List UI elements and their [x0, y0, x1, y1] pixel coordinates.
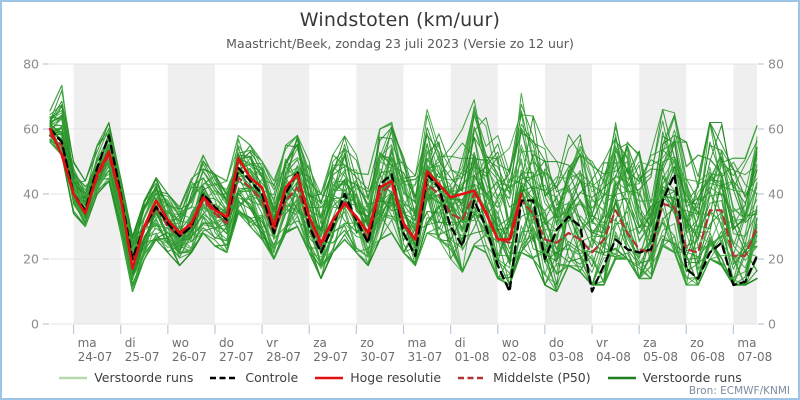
y-tick-label-right: 80 [768, 57, 784, 72]
ensemble-member-line [49, 127, 758, 286]
x-tick-date: 27-07 [219, 350, 254, 364]
x-tick-date: 31-07 [408, 350, 443, 364]
x-tick-date: 01-08 [455, 350, 490, 364]
ensemble-member-line [49, 114, 758, 256]
legend-swatch [210, 376, 239, 379]
x-tick-day: zo [690, 336, 704, 350]
y-tick-label-right: 0 [768, 317, 776, 332]
y-tick-label-right: 40 [768, 187, 784, 202]
y-tick-label-left: 40 [23, 187, 39, 202]
legend-label: Controle [245, 370, 299, 385]
y-tick-label-left: 20 [23, 252, 39, 267]
p50-line [48, 134, 759, 264]
y-tick-label-left: 0 [31, 317, 39, 332]
legend: Verstoorde runs Controle Hoge resolutie Mid… [2, 370, 798, 385]
y-tick-label-right: 20 [768, 252, 784, 267]
x-tick-day: di [455, 336, 466, 350]
x-tick-day: di [125, 336, 136, 350]
x-tick-day: vr [266, 336, 278, 350]
x-tick-date: 06-08 [690, 350, 725, 364]
y-tick-label-right: 60 [768, 122, 784, 137]
ensemble-member-line [49, 127, 758, 264]
ensemble-member-line [49, 120, 758, 248]
x-tick-date: 05-08 [643, 350, 678, 364]
legend-item-4: Verstoorde runs [607, 370, 742, 385]
source-attribution: Bron: ECMWF/KNMI [688, 385, 790, 397]
x-axis: ma24-07di25-07wo26-07do27-07vr28-07za29-… [72, 325, 772, 364]
x-tick-date: 03-08 [549, 350, 584, 364]
chart-title: Windstoten (km/uur) [299, 9, 501, 31]
legend-swatch [315, 376, 344, 379]
legend-label: Middelste (P50) [493, 370, 591, 385]
control-line [48, 127, 759, 293]
legend-label: Verstoorde runs [642, 370, 742, 385]
x-tick-date: 04-08 [596, 350, 631, 364]
x-tick-day: za [313, 336, 327, 350]
x-tick-date: 24-07 [78, 350, 113, 364]
legend-item-3: Middelste (P50) [457, 370, 591, 385]
ensemble-member-line [49, 129, 758, 286]
x-tick-date: 28-07 [266, 350, 301, 364]
x-tick-date: 02-08 [502, 350, 537, 364]
x-tick-day: do [549, 336, 564, 350]
y-tick-label-left: 80 [23, 57, 39, 72]
x-tick-date: 29-07 [313, 350, 348, 364]
ensemble-member-line [49, 107, 758, 248]
x-tick-day: wo [172, 336, 189, 350]
x-tick-date: 26-07 [172, 350, 207, 364]
legend-item-2: Hoge resolutie [314, 370, 441, 385]
legend-label: Hoge resolutie [350, 370, 442, 385]
x-tick-day: ma [737, 336, 756, 350]
legend-swatch [607, 376, 636, 379]
chart-subtitle: Maastricht/Beek, zondag 23 juli 2023 (Ve… [226, 36, 574, 51]
x-tick-date: 07-08 [737, 350, 772, 364]
x-tick-day: do [219, 336, 234, 350]
x-tick-day: zo [360, 336, 374, 350]
y-tick-label-left: 60 [23, 122, 39, 137]
x-tick-day: vr [596, 336, 608, 350]
x-tick-day: za [643, 336, 657, 350]
ensemble-member-line [49, 124, 758, 286]
legend-swatch [59, 376, 88, 379]
legend-swatch [458, 376, 487, 379]
hires-line [48, 127, 523, 271]
x-tick-day: wo [502, 336, 519, 350]
legend-item-1: Controle [209, 370, 298, 385]
legend-item-0: Verstoorde runs [58, 370, 193, 385]
x-tick-date: 30-07 [360, 350, 395, 364]
x-tick-day: ma [78, 336, 97, 350]
x-tick-day: ma [408, 336, 427, 350]
legend-label: Verstoorde runs [94, 370, 194, 385]
x-tick-date: 25-07 [125, 350, 160, 364]
